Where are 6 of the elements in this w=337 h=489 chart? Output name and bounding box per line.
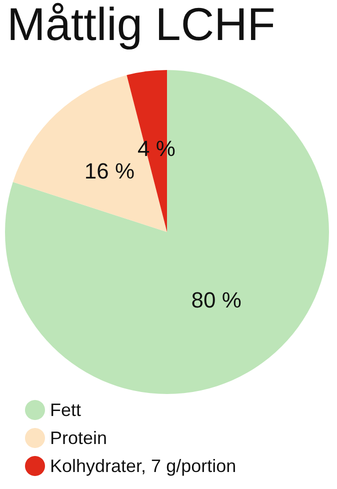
data-label: 80 % [191, 287, 242, 312]
legend-label: Fett [50, 400, 82, 420]
legend-label: Protein [50, 428, 108, 448]
data-label: 16 % [84, 158, 135, 184]
legend-label: Kolhydrater, 7 g/portion [50, 456, 236, 476]
chart-title: Måttlig LCHF [7, 0, 276, 50]
